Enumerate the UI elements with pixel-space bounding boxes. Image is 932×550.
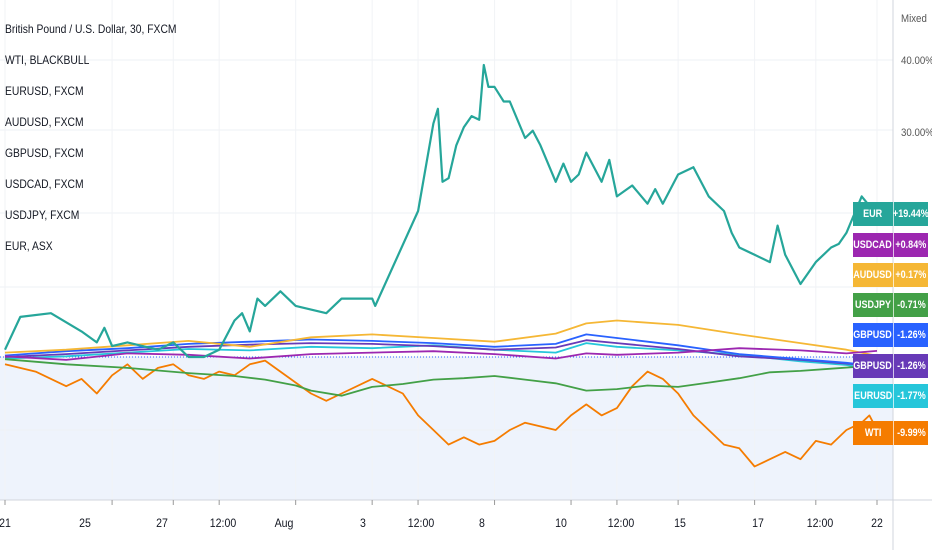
x-tick-label: 8 [479,516,485,530]
scale-mode-label[interactable]: Mixed [901,13,927,25]
badge-symbol: AUDUSD [853,269,893,281]
series-line-eur[interactable] [4,63,878,359]
x-tick-label: 12:00 [806,516,834,530]
badge-value: -0.71% [896,299,926,311]
x-tick-label: 21 [0,516,11,530]
badge-value: +0.84% [895,239,927,251]
x-tick-label: 17 [752,516,764,530]
legend-usdcad[interactable]: USDCAD, FXCM [5,177,84,191]
badge-value: -9.99% [896,427,926,439]
price-badge-gbpusd-2[interactable]: GBPUSD -1.26% [853,354,928,378]
x-tick-label: 15 [674,516,686,530]
price-badge-usdcad[interactable]: USDCAD +0.84% [853,233,928,257]
negative-area-shade [0,357,893,500]
series-line-gbpusd[interactable] [4,339,878,368]
price-badge-eur[interactable]: EUR +19.44% [853,202,929,226]
legend-gbpusd[interactable]: GBPUSD, FXCM [5,146,84,160]
series-line-audusd[interactable] [4,319,878,357]
x-tick-label: 25 [79,516,91,530]
badge-symbol: EUR [863,208,883,220]
badge-value: +19.44% [893,208,929,220]
badge-symbol: EURUSD [853,390,893,402]
badge-symbol: USDJPY [854,299,892,311]
badge-value: +0.17% [895,269,927,281]
price-badge-usdjpy[interactable]: USDJPY -0.71% [853,293,928,317]
x-tick-label: 12:00 [407,516,435,530]
price-badge-gbpusd[interactable]: GBPUSD -1.26% [853,323,928,347]
series-line-wti[interactable] [4,359,878,468]
x-tick-label: 12:00 [209,516,237,530]
x-tick-label: Aug [274,516,294,530]
legend-audusd[interactable]: AUDUSD, FXCM [5,115,84,129]
price-badge-audusd[interactable]: AUDUSD +0.17% [853,263,928,287]
badge-symbol: GBPUSD [853,329,893,341]
x-tick-label: 3 [360,516,366,530]
legend-usdjpy[interactable]: USDJPY, FXCM [5,208,80,222]
x-tick-label: 27 [156,516,168,530]
x-tick-label: 10 [555,516,567,530]
x-tick-label: 12:00 [607,516,635,530]
legend-wti[interactable]: WTI, BLACKBULL [5,53,90,67]
price-badge-eurusd[interactable]: EURUSD -1.77% [853,384,928,408]
series-line-usdjpy[interactable] [4,358,878,397]
series-line-usdcad[interactable] [4,347,878,361]
badge-value: -1.26% [896,329,926,341]
badge-value: -1.26% [896,360,926,372]
badge-value: -1.77% [896,390,926,402]
badge-symbol: USDCAD [853,239,893,251]
chart-title[interactable]: British Pound / U.S. Dollar, 30, FXCM [5,22,177,36]
badge-symbol: WTI [864,427,882,439]
y-tick-label: 40.00% [901,55,932,67]
legend-eurusd[interactable]: EURUSD, FXCM [5,84,84,98]
x-tick-label: 22 [871,516,883,530]
legend-eur[interactable]: EUR, ASX [5,239,53,253]
price-badge-wti[interactable]: WTI -9.99% [853,421,928,445]
y-tick-label: 30.00% [901,127,932,139]
badge-symbol: GBPUSD [853,360,893,372]
